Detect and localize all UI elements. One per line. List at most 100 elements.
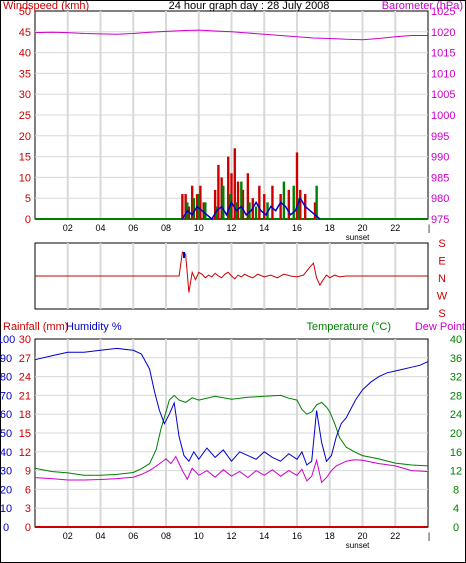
rainfall-tick-label: 15 — [19, 428, 31, 440]
gust-bar — [191, 185, 194, 219]
panel1-x-tick-label: 10 — [194, 223, 204, 233]
gust-bar — [295, 152, 299, 219]
panel1-x-tick-label: 06 — [128, 223, 138, 233]
panel1-left-tick-label: 35 — [19, 68, 31, 80]
direction-label: S — [438, 238, 445, 250]
panel3-sunset-label: sunset — [346, 541, 370, 550]
rainfall-tick-label: 27 — [19, 353, 31, 365]
rainfall-tick-label: 3 — [25, 503, 31, 515]
gust-bar — [271, 185, 274, 219]
panel1-left-tick-label: 15 — [19, 152, 31, 164]
temperature-tick-label: 0 — [453, 522, 459, 534]
panel1-right-tick-label: 1025 — [431, 6, 455, 18]
humidity-tick-label: 20 — [0, 484, 12, 496]
gust-bar — [184, 194, 187, 219]
humidity-tick-label: 70 — [0, 390, 12, 402]
avg-wind-bar — [222, 185, 225, 219]
gust-bar — [263, 194, 266, 219]
gust-bar — [236, 181, 240, 219]
temperature-tick-label: 32 — [450, 372, 462, 384]
panel3-x-tick-label: 22 — [390, 531, 400, 541]
dew-point-axis-title: Dew Point — [415, 321, 465, 333]
panel1-right-tick-label: 985 — [431, 172, 449, 184]
chart-title: 24 hour graph day : 28 July 2008 — [169, 0, 330, 12]
avg-wind-bar — [240, 181, 243, 219]
panel1-sunset-label: sunset — [346, 233, 370, 242]
avg-wind-bar — [315, 185, 318, 219]
panel1-right-tick-label: 1010 — [431, 68, 455, 80]
gust-bar — [230, 173, 233, 219]
dew-point-line — [34, 455, 429, 484]
gust-bar — [217, 164, 220, 219]
temperature-tick-label: 28 — [450, 390, 462, 402]
panel1-right-tick-label: 980 — [431, 193, 449, 205]
panel3-x-tick-label: 14 — [259, 531, 269, 541]
gust-bar — [241, 189, 245, 219]
humidity-tick-label: 90 — [0, 353, 12, 365]
gust-bar — [220, 177, 223, 219]
panel1-right-axis-title: Barometer (hPa) — [382, 0, 463, 12]
avg-wind-bar — [197, 194, 200, 219]
panel1-x-tick-label: 20 — [357, 223, 367, 233]
panel1-x-tick-label: 18 — [325, 223, 335, 233]
avg-wind-bar — [254, 206, 258, 219]
panel1-x-tick-label: 02 — [63, 223, 73, 233]
gust-bar — [202, 202, 205, 219]
panel1-x-end-tick: | — [428, 223, 430, 233]
panel1-left-axis-title: Windspeed (kmh) — [3, 0, 89, 12]
humidity-tick-label: 30 — [0, 466, 12, 478]
panel3-x-tick-label: 08 — [161, 531, 171, 541]
panel1-left-tick-label: 0 — [25, 214, 31, 226]
gust-bar — [313, 202, 317, 219]
avg-wind-bar — [204, 202, 207, 219]
gust-bar — [258, 185, 261, 219]
rainfall-tick-label: 18 — [19, 409, 31, 421]
panel1-right-tick-label: 990 — [431, 152, 449, 164]
temperature-line — [34, 394, 429, 476]
panel1-right-tick-label: 1020 — [431, 27, 455, 39]
temperature-tick-label: 12 — [450, 466, 462, 478]
panel1-right-tick-label: 995 — [431, 131, 449, 143]
panel1-right-tick-label: 1000 — [431, 110, 455, 122]
avg-wind-bar — [292, 185, 295, 219]
panel1-left-tick-label: 5 — [25, 193, 31, 205]
temperature-tick-label: 16 — [450, 447, 462, 459]
direction-label: S — [438, 308, 445, 320]
rainfall-tick-label: 0 — [25, 522, 31, 534]
panel1-left-tick-label: 20 — [19, 131, 31, 143]
temperature-tick-label: 36 — [450, 353, 462, 365]
gust-bar — [246, 173, 250, 219]
avg-wind-bar — [215, 206, 218, 219]
rainfall-tick-label: 6 — [25, 484, 31, 496]
panel3-x-tick-label: 04 — [95, 531, 105, 541]
panel3-x-tick-label: 16 — [292, 531, 302, 541]
avg-wind-bar — [248, 202, 251, 219]
humidity-tick-label: 80 — [0, 372, 12, 384]
rainfall-tick-label: 9 — [25, 466, 31, 478]
wind-direction-line — [35, 251, 428, 293]
panel1-left-tick-label: 25 — [19, 110, 31, 122]
direction-label: N — [438, 273, 446, 285]
wind-speed-line — [181, 196, 321, 221]
panel3-x-end-tick: | — [428, 531, 430, 541]
panel1-right-tick-label: 975 — [431, 214, 449, 226]
panel1-x-tick-label: 08 — [161, 223, 171, 233]
panel1-left-tick-label: 40 — [19, 48, 31, 60]
panel3-x-tick-label: 02 — [63, 531, 73, 541]
avg-wind-bar — [192, 198, 196, 219]
rainfall-tick-label: 24 — [19, 372, 31, 384]
temperature-tick-label: 40 — [450, 334, 462, 346]
panel3-x-tick-label: 20 — [357, 531, 367, 541]
rainfall-tick-label: 30 — [19, 334, 31, 346]
temperature-tick-label: 24 — [450, 409, 462, 421]
rainfall-axis-title: Rainfall (mm) — [3, 321, 68, 333]
gust-bar — [199, 185, 202, 219]
direction-label: W — [437, 291, 448, 303]
panel1-right-tick-label: 1015 — [431, 48, 455, 60]
humidity-tick-label: 0 — [3, 522, 9, 534]
humidity-tick-label: 10 — [0, 503, 12, 515]
panel1-right-tick-label: 1005 — [431, 89, 455, 101]
panel1-left-tick-label: 30 — [19, 89, 31, 101]
temperature-tick-label: 8 — [453, 484, 459, 496]
